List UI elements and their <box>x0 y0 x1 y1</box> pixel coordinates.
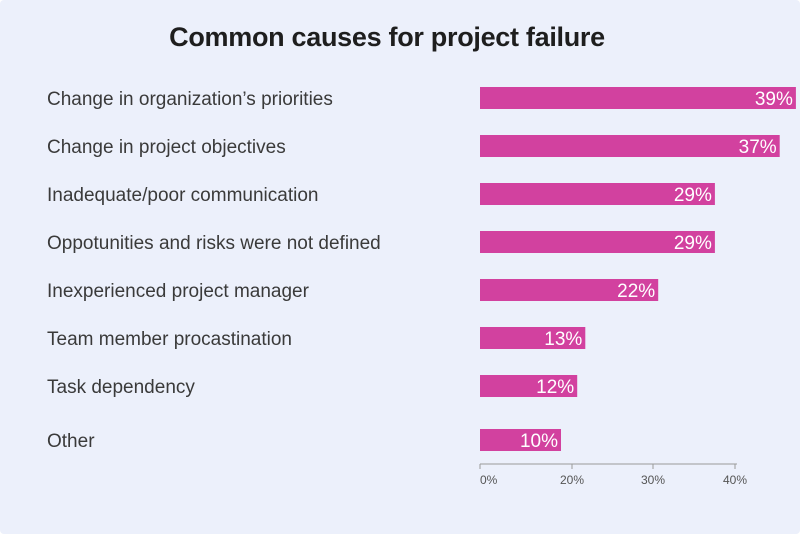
value-label: 29% <box>674 185 712 206</box>
category-label: Inadequate/poor communication <box>47 185 318 206</box>
category-label: Task dependency <box>47 377 195 398</box>
value-label: 10% <box>520 431 558 452</box>
x-tick-label: 40% <box>723 473 747 487</box>
value-label: 37% <box>739 137 777 158</box>
bar <box>480 429 561 451</box>
bar <box>480 183 715 205</box>
value-label: 13% <box>544 329 582 350</box>
chart-title: Common causes for project failure <box>169 22 605 52</box>
value-label: 12% <box>536 377 574 398</box>
bar <box>480 231 715 253</box>
value-label: 39% <box>755 89 793 110</box>
value-label: 29% <box>674 233 712 254</box>
category-label: Oppotunities and risks were not defined <box>47 233 381 254</box>
bar <box>480 135 780 157</box>
x-tick-label: 20% <box>560 473 584 487</box>
category-label: Other <box>47 431 95 452</box>
category-label: Change in organization’s priorities <box>47 89 333 110</box>
bar <box>480 327 586 349</box>
x-tick-label: 0% <box>480 473 498 487</box>
bar <box>480 375 578 397</box>
bar <box>480 87 796 109</box>
category-label: Inexperienced project manager <box>47 281 310 302</box>
category-label: Change in project objectives <box>47 137 286 158</box>
x-tick-label: 30% <box>641 473 665 487</box>
value-label: 22% <box>617 281 655 302</box>
bar <box>480 279 659 301</box>
category-label: Team member procastination <box>47 329 292 350</box>
